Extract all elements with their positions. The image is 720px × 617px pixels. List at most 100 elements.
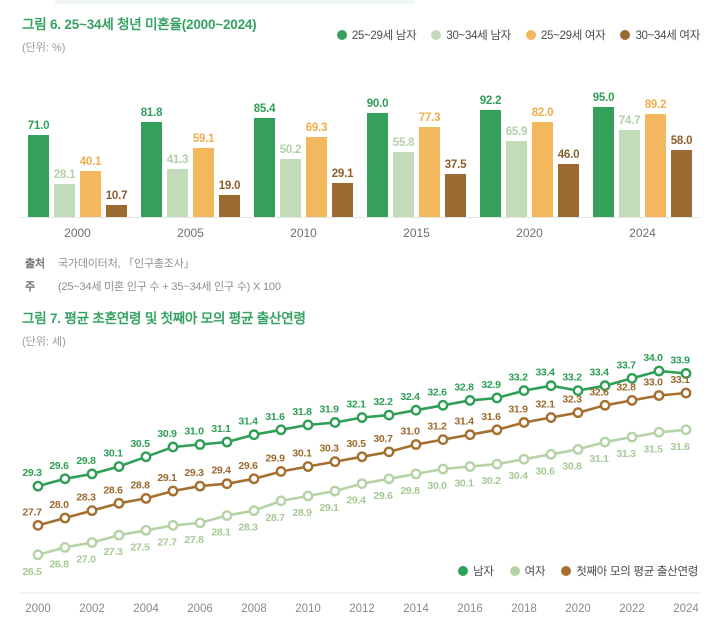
data-point-label: 30.9 (157, 428, 177, 440)
bar (558, 163, 579, 217)
data-point-label: 32.8 (454, 381, 474, 393)
bar-value-label: 89.2 (644, 98, 667, 111)
bar-value-label: 82.0 (531, 106, 554, 119)
data-point-label: 30.1 (103, 448, 123, 460)
bar (619, 130, 640, 217)
chart1-x-axis-line (20, 217, 700, 218)
legend-item: 첫째아 모의 평균 출산연령 (561, 563, 698, 579)
bar-value-label: 58.0 (670, 134, 693, 147)
data-point-label: 32.9 (481, 379, 501, 391)
data-point-marker (329, 485, 341, 497)
legend-label: 남자 (473, 566, 494, 578)
data-point-label: 30.6 (535, 465, 555, 477)
data-point-label: 33.2 (508, 372, 528, 384)
chart1-legend: 25~29세 남자 30~34세 남자 25~29세 여자 30~34세 여자 (336, 27, 700, 43)
data-point-marker (410, 404, 422, 416)
data-point-label: 33.4 (535, 367, 555, 379)
data-point-marker (221, 436, 233, 448)
bar (532, 121, 553, 217)
bar-value-label: 81.8 (140, 107, 163, 120)
bar-cell: 50.2 (280, 144, 301, 217)
data-point-marker (626, 395, 638, 406)
data-point-marker (86, 505, 98, 517)
data-point-marker (32, 549, 44, 561)
data-point-label: 28.8 (130, 479, 150, 491)
data-point-marker (572, 444, 584, 455)
data-point-label: 31.5 (643, 443, 663, 455)
legend-item: 남자 (458, 563, 494, 579)
data-point-label: 27.3 (103, 546, 123, 558)
bar-value-label: 69.3 (305, 121, 328, 134)
bar-value-label: 29.1 (331, 168, 354, 181)
data-point-label: 28.6 (103, 484, 123, 496)
bar-value-label: 74.7 (618, 115, 641, 128)
data-point-label: 33.7 (616, 359, 636, 371)
data-point-label: 29.4 (211, 465, 231, 477)
bar-cell: 74.7 (619, 115, 640, 217)
bar-cell: 59.1 (193, 133, 214, 217)
data-point-marker (626, 431, 638, 443)
note-label: 주 (25, 281, 35, 293)
legend-item: 30~34세 여자 (620, 27, 700, 43)
data-point-label: 32.4 (400, 391, 420, 403)
data-point-marker (383, 409, 395, 421)
bar-value-label: 28.1 (53, 169, 76, 182)
bar-cell: 95.0 (593, 92, 614, 217)
data-point-marker (59, 512, 71, 524)
data-point-marker (167, 485, 179, 497)
bar-cell: 85.4 (254, 103, 275, 217)
data-point-marker (221, 478, 233, 490)
source-row: 출처 국가데이터처, 「인구총조사」 (25, 255, 720, 271)
data-point-marker (140, 492, 152, 504)
data-point-label: 30.0 (427, 480, 447, 492)
data-point-label: 34.0 (643, 352, 663, 364)
data-point-marker (383, 446, 395, 458)
data-point-label: 28.3 (238, 522, 258, 534)
bar-cell: 10.7 (106, 190, 127, 217)
data-point-marker (302, 490, 314, 502)
data-point-label: 28.1 (211, 527, 231, 539)
data-point-label: 26.8 (49, 558, 69, 570)
legend-dot-icon (561, 566, 572, 576)
bar (671, 149, 692, 217)
legend-label: 25~29세 남자 (351, 30, 417, 42)
data-point-marker (194, 439, 206, 450)
bar-cell: 41.3 (167, 154, 188, 217)
data-point-label: 27.0 (76, 554, 96, 566)
data-point-label: 33.1 (670, 374, 690, 386)
data-point-marker (113, 497, 125, 509)
data-point-marker (356, 412, 368, 423)
data-point-marker (59, 473, 71, 485)
data-point-marker (248, 473, 260, 485)
data-point-marker (680, 424, 692, 436)
bar-cell: 82.0 (532, 107, 553, 217)
bar-cell: 65.9 (506, 126, 527, 217)
bar-cell: 46.0 (558, 149, 579, 217)
legend-item: 25~29세 여자 (525, 27, 606, 43)
x-axis-label: 2005 (177, 226, 204, 240)
data-point-label: 33.0 (643, 377, 663, 389)
data-point-marker (248, 505, 260, 517)
source-label: 출처 (25, 258, 45, 270)
data-point-marker (491, 424, 503, 436)
bar-value-label: 71.0 (27, 119, 50, 132)
data-point-label: 29.9 (265, 452, 285, 464)
chart1-unit: (단위: %) (22, 42, 66, 54)
data-point-marker (275, 424, 287, 436)
bar-value-label: 46.0 (557, 148, 580, 161)
bar-value-label: 59.1 (192, 133, 215, 146)
data-point-marker (86, 537, 98, 548)
data-point-label: 32.2 (373, 396, 393, 408)
data-point-marker (86, 468, 98, 480)
data-point-marker (302, 419, 314, 431)
x-axis-label: 2010 (295, 603, 321, 615)
bar-cell: 29.1 (332, 168, 353, 217)
data-point-marker (437, 463, 449, 475)
data-point-label: 30.4 (508, 470, 528, 482)
bar (254, 117, 275, 217)
chart2-plot: 29.3 29.6 29.8 30.1 30.5 30.9 31.0 31.1 31.4 31.6… (0, 351, 720, 617)
data-point-marker (221, 510, 233, 521)
data-point-label: 31.9 (319, 403, 339, 415)
bar-cell: 77.3 (419, 112, 440, 217)
bar (28, 134, 49, 217)
